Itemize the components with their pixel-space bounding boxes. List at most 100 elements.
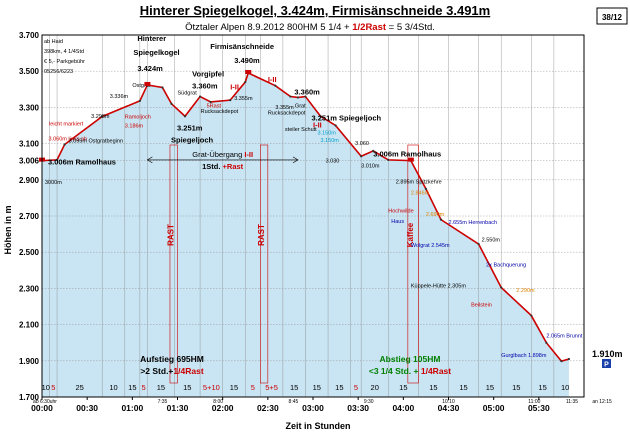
grat-label: Grat-Übergang I-II <box>192 150 253 159</box>
elevation-point <box>229 99 232 102</box>
point-annotation: 3.006m Ramolhaus <box>48 158 116 167</box>
y-tick-label: 2.700 <box>19 212 40 221</box>
point-annotation: 3.060 <box>355 141 369 147</box>
rest-block <box>407 144 419 384</box>
elevation-point <box>101 115 104 118</box>
point-annotation: Hinterer <box>137 34 166 43</box>
segment-time-label: 20 <box>371 383 379 392</box>
point-annotation: 3.251m Spiegeljoch <box>311 113 381 122</box>
segment-time-label: 15 <box>313 383 321 392</box>
elevation-point <box>560 360 563 363</box>
y-tick-label: 3.006 <box>19 157 40 166</box>
segment-time-label: 15 <box>335 383 343 392</box>
elevation-point <box>360 155 363 158</box>
point-annotation: I-II <box>230 82 239 91</box>
point-annotation: 3.360m <box>192 82 218 91</box>
point-annotation: 3.095m Ostgratbeginn <box>69 139 123 145</box>
clock-time-label: 8:00 <box>213 399 223 405</box>
elevation-point <box>334 124 337 127</box>
point-annotation: Ostgrat <box>132 83 151 89</box>
segment-time-label: 15 <box>538 383 546 392</box>
segment-time-label: 15 <box>157 383 165 392</box>
point-annotation: 2.690m <box>426 212 445 218</box>
rest-label: Kaffee <box>406 222 415 247</box>
point-annotation: 3.336m <box>110 94 129 100</box>
grat-label-text: Grat-Übergang <box>192 150 244 159</box>
rest-blocks: RAST RAST Kaffee <box>167 144 419 384</box>
segment-time-label: 5 <box>251 383 255 392</box>
x-tick-label: 04:00 <box>392 403 414 413</box>
point-annotation: 2.065m Brunnt <box>546 333 583 339</box>
point-annotation: 2.290m <box>516 288 535 294</box>
y-tick-label: 2.300 <box>19 284 40 293</box>
chart-subtitle: Ötztaler Alpen 8.9.2012 800HM 5 1/4 + 1/… <box>185 22 435 33</box>
parking-symbol: P <box>604 362 609 369</box>
segment-time-label: 15 <box>183 383 191 392</box>
elevation-point <box>55 158 59 161</box>
elevation-point <box>319 115 322 118</box>
segment-time-label: 5+10 <box>203 383 220 392</box>
summary-ascent: Aufstieg 695HM >2 Std.+1/4Rast <box>140 354 204 376</box>
y-tick-label: 1.900 <box>19 357 40 366</box>
segment-time-label: 5 <box>142 383 146 392</box>
elevation-point <box>161 86 164 89</box>
segment-time-label: 15 <box>486 383 494 392</box>
segment-time-label: 15 <box>290 383 298 392</box>
segment-time-label: 10 <box>561 383 569 392</box>
clock-time-label: 11:00 <box>528 399 540 405</box>
segment-time-label: 5 <box>354 383 358 392</box>
elevation-point <box>198 95 202 98</box>
elevation-point <box>424 187 428 190</box>
grat-time: 1Std. +Rast <box>202 162 244 171</box>
ascent-time: >2 Std.+1/4Rast <box>140 366 203 376</box>
elevation-point <box>63 143 66 146</box>
info-line: 05256/6223 <box>44 69 73 75</box>
point-annotation: 2.550m <box>482 237 501 243</box>
segment-time-label: 5 <box>51 383 55 392</box>
elevation-point <box>244 80 247 84</box>
info-line: ab Haid <box>44 39 63 45</box>
point-annotation: 3.060m links ab <box>49 137 88 143</box>
point-annotation: Hochwilde <box>388 208 413 214</box>
point-annotation: Gurglbach 1.898m <box>501 353 547 359</box>
rest-block <box>260 144 269 384</box>
point-annotation: Rucksackdepot <box>268 111 306 117</box>
clock-time-label: 10:10 <box>442 399 455 405</box>
point-annotation: 3.150m <box>321 138 340 144</box>
elevation-point <box>530 314 533 317</box>
point-annotation: 3.298m <box>91 114 110 120</box>
badge-box <box>596 7 628 25</box>
segment-time-label: 25 <box>75 383 83 392</box>
segment-time-label: 15 <box>128 383 136 392</box>
axes: 1.7001.9002.1002.3002.5002.7002.9003.006… <box>19 31 612 413</box>
info-line: € 5,- Parkgebühr <box>44 59 85 65</box>
point-annotation: 3.360m <box>294 88 320 97</box>
waypoint-marker <box>245 70 252 75</box>
descent-hm: Abstieg 105HM <box>380 354 441 364</box>
point-annotation: Beilstein <box>471 303 492 309</box>
clock-time-label: 7:35 <box>158 399 168 405</box>
point-annotation: Spiegeljoch <box>171 135 214 144</box>
point-annotation: leicht markiert <box>49 122 84 128</box>
segment-times: 10 5 25 10 15 5 15 15 5+10 15 5 5+5 15 15 15 5 20 15 15 15 1… <box>42 383 570 392</box>
grat-bracket-arrow <box>292 156 299 164</box>
ascent-hm: Aufstieg 695HM <box>140 354 204 364</box>
end-elevation-label: 1.910m <box>592 349 623 359</box>
y-tick-label: 2.500 <box>19 248 40 257</box>
grat-bracket-arrow <box>146 156 153 164</box>
point-annotation: 3.251m <box>177 123 203 132</box>
x-tick-label: 01:30 <box>167 403 189 413</box>
summary-descent: Abstieg 105HM <3 1/4 Std. + 1/4Rast <box>369 354 451 376</box>
x-tick-label: 00:30 <box>76 403 98 413</box>
badge-number: 38/12 <box>602 13 623 22</box>
x-tick-label: 03:00 <box>302 403 324 413</box>
grat-grade: I-II <box>244 150 253 159</box>
waypoint-marker <box>407 157 414 162</box>
point-annotation: 3.186m <box>125 123 144 129</box>
segment-time-label: 10 <box>42 383 50 392</box>
segment-time-label: 5+5 <box>265 383 278 392</box>
y-tick-label: 3.300 <box>19 103 40 112</box>
point-annotation: Südgrat <box>178 91 198 97</box>
segment-time-label: 15 <box>230 383 238 392</box>
point-annotation: 3.030 <box>326 158 340 164</box>
